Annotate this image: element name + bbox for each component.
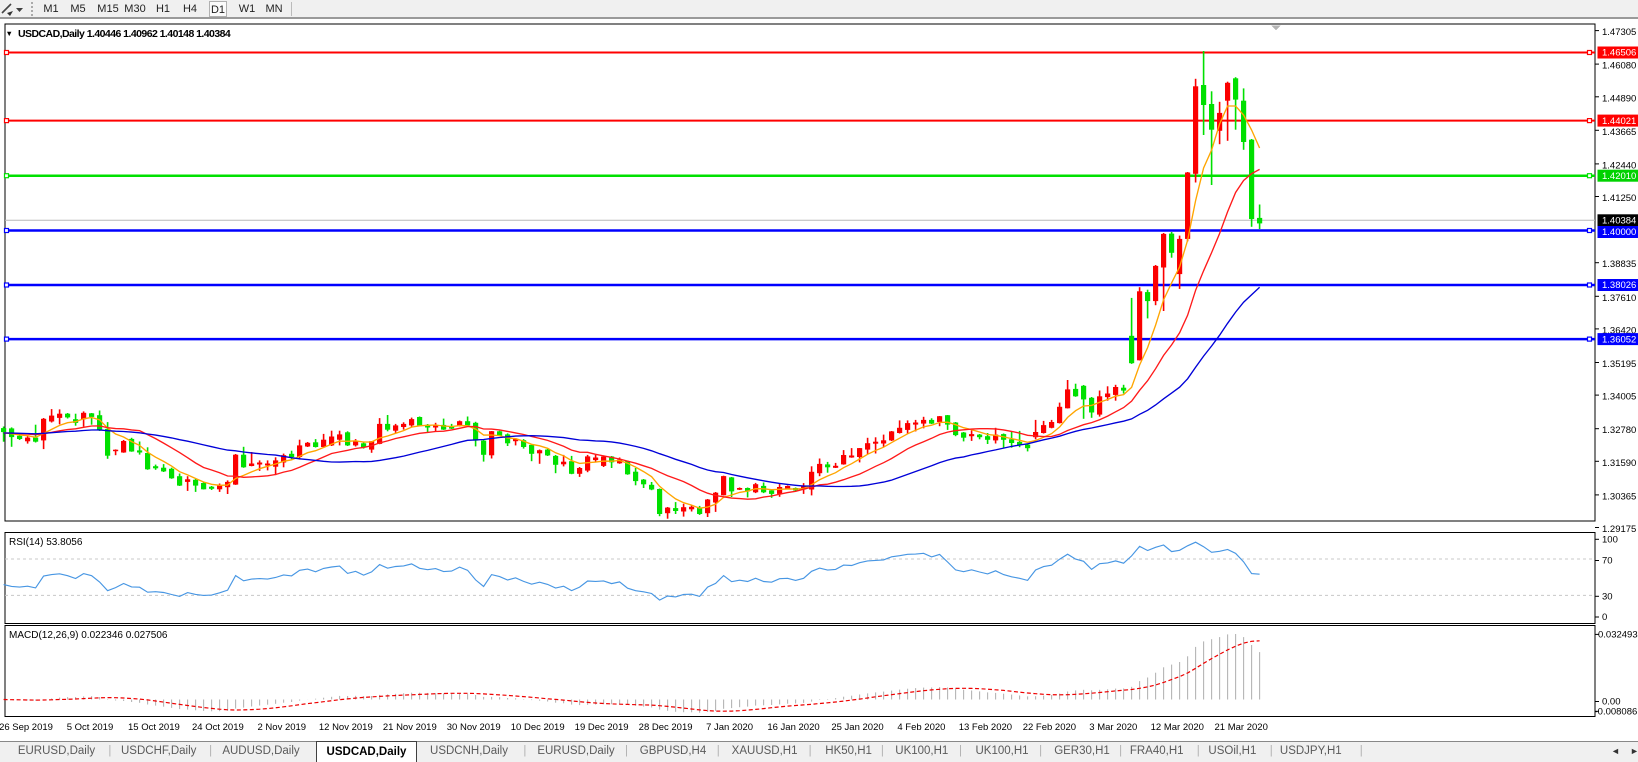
- svg-text:MACD(12,26,9) 0.022346 0.02750: MACD(12,26,9) 0.022346 0.027506: [9, 630, 168, 641]
- svg-text:22 Feb 2020: 22 Feb 2020: [1023, 722, 1076, 733]
- svg-text:10 Dec 2019: 10 Dec 2019: [511, 722, 565, 733]
- svg-text:1.35195: 1.35195: [1602, 359, 1636, 370]
- svg-text:30 Nov 2019: 30 Nov 2019: [447, 722, 501, 733]
- svg-text:1.40000: 1.40000: [1602, 227, 1636, 238]
- svg-text:1.37610: 1.37610: [1602, 293, 1636, 304]
- svg-text:4 Feb 2020: 4 Feb 2020: [897, 722, 945, 733]
- svg-text:5 Oct 2019: 5 Oct 2019: [67, 722, 113, 733]
- svg-text:0.032493: 0.032493: [1598, 630, 1638, 641]
- svg-text:21 Mar 2020: 21 Mar 2020: [1215, 722, 1268, 733]
- svg-text:24 Oct 2019: 24 Oct 2019: [192, 722, 244, 733]
- svg-text:1.47305: 1.47305: [1602, 27, 1636, 38]
- svg-text:1.31590: 1.31590: [1602, 458, 1636, 469]
- svg-text:100: 100: [1602, 535, 1618, 546]
- svg-text:1.46506: 1.46506: [1602, 48, 1636, 59]
- svg-text:12 Mar 2020: 12 Mar 2020: [1151, 722, 1204, 733]
- svg-text:1.29175: 1.29175: [1602, 524, 1636, 535]
- svg-text:0.00: 0.00: [1602, 697, 1621, 708]
- svg-text:2 Nov 2019: 2 Nov 2019: [258, 722, 307, 733]
- svg-text:3 Mar 2020: 3 Mar 2020: [1089, 722, 1137, 733]
- svg-text:12 Nov 2019: 12 Nov 2019: [319, 722, 373, 733]
- svg-text:70: 70: [1602, 556, 1613, 567]
- svg-text:21 Nov 2019: 21 Nov 2019: [383, 722, 437, 733]
- svg-text:1.44021: 1.44021: [1602, 116, 1636, 127]
- svg-text:1.42010: 1.42010: [1602, 171, 1636, 182]
- svg-text:1.46080: 1.46080: [1602, 61, 1636, 72]
- svg-text:1.30365: 1.30365: [1602, 491, 1636, 502]
- svg-text:1.38835: 1.38835: [1602, 259, 1636, 270]
- svg-text:30: 30: [1602, 592, 1613, 603]
- svg-text:1.36420: 1.36420: [1602, 325, 1636, 336]
- svg-text:1.40384: 1.40384: [1602, 216, 1636, 227]
- svg-text:26 Sep 2019: 26 Sep 2019: [0, 722, 53, 733]
- svg-text:1.41250: 1.41250: [1602, 193, 1636, 204]
- svg-text:▼: ▼: [6, 29, 13, 38]
- svg-text:16 Jan 2020: 16 Jan 2020: [767, 722, 819, 733]
- svg-text:1.43665: 1.43665: [1602, 127, 1636, 138]
- svg-text:15 Oct 2019: 15 Oct 2019: [128, 722, 180, 733]
- svg-text:1.38026: 1.38026: [1602, 280, 1636, 291]
- svg-text:1.32780: 1.32780: [1602, 425, 1636, 436]
- svg-text:1.42440: 1.42440: [1602, 160, 1636, 171]
- svg-text:28 Dec 2019: 28 Dec 2019: [639, 722, 693, 733]
- svg-text:1.36052: 1.36052: [1602, 334, 1636, 345]
- svg-text:-0.008086: -0.008086: [1595, 707, 1638, 718]
- svg-text:7 Jan 2020: 7 Jan 2020: [706, 722, 753, 733]
- svg-text:0: 0: [1602, 612, 1607, 623]
- svg-text:13 Feb 2020: 13 Feb 2020: [959, 722, 1012, 733]
- svg-text:25 Jan 2020: 25 Jan 2020: [831, 722, 883, 733]
- svg-text:1.34005: 1.34005: [1602, 392, 1636, 403]
- svg-text:RSI(14) 53.8056: RSI(14) 53.8056: [9, 537, 83, 548]
- svg-text:19 Dec 2019: 19 Dec 2019: [575, 722, 629, 733]
- svg-text:1.44890: 1.44890: [1602, 93, 1636, 104]
